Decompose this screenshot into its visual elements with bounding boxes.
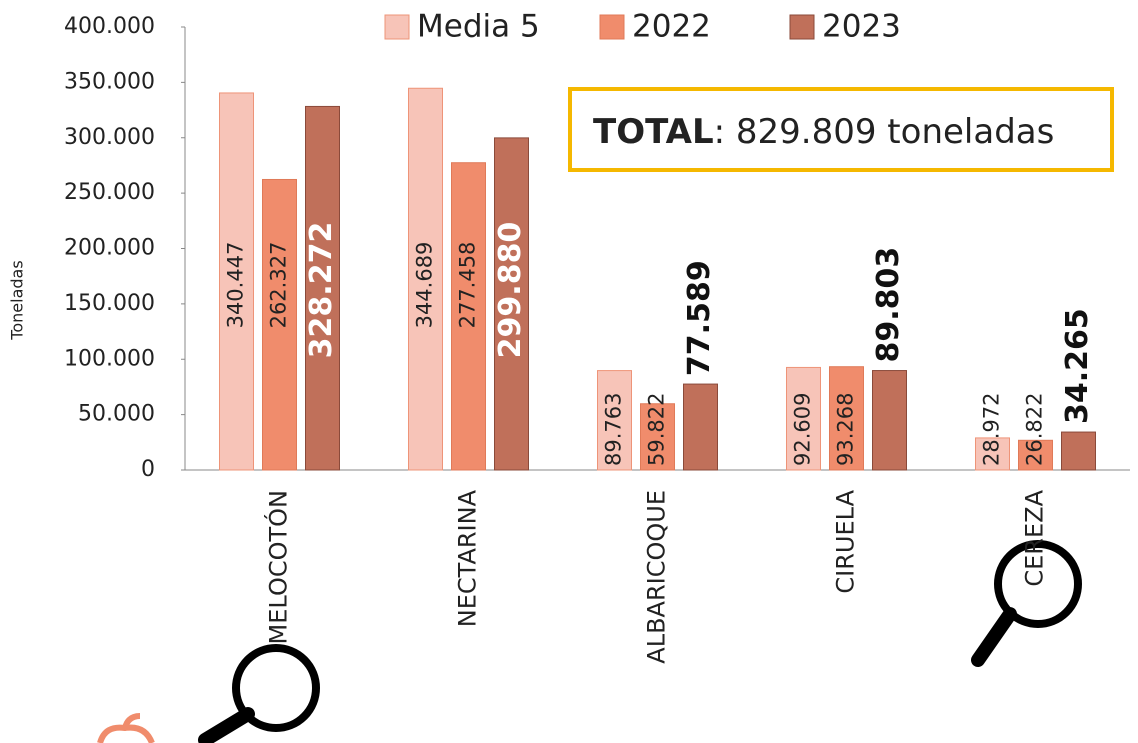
y-tick-label: 300.000 — [64, 125, 155, 150]
bar — [494, 137, 529, 471]
y-tick-label: 100.000 — [64, 346, 155, 371]
total-box — [568, 87, 1114, 172]
bar — [597, 370, 632, 471]
bar — [219, 92, 254, 471]
legend-label: 2022 — [632, 9, 711, 45]
y-tick-label: 250.000 — [64, 180, 155, 205]
value-label: 89.803 — [871, 247, 906, 363]
y-axis-label: Toneladas — [8, 260, 27, 340]
total-annotation: TOTAL: 829.809 toneladas — [593, 112, 1054, 152]
legend-swatch — [384, 14, 410, 40]
bar — [683, 383, 718, 471]
bar — [872, 370, 907, 471]
bar — [408, 87, 443, 471]
x-tick-label: NECTARINA — [454, 489, 482, 627]
bar — [451, 162, 486, 471]
x-tick-label: MELOCOTÓN — [263, 490, 293, 644]
value-label: 59.822 — [645, 393, 669, 466]
legend-swatch — [599, 14, 625, 40]
value-label: 344.689 — [413, 242, 437, 329]
value-label: 340.447 — [224, 242, 248, 329]
value-label: 26.822 — [1023, 393, 1047, 466]
y-tick-label: 350.000 — [64, 69, 155, 94]
bar — [640, 403, 675, 471]
bar — [829, 366, 864, 471]
value-label: 262.327 — [267, 242, 291, 329]
total-text: : 829.809 toneladas — [714, 112, 1055, 152]
value-label: 93.268 — [834, 393, 858, 466]
value-label: 277.458 — [456, 242, 480, 329]
y-tick-label: 400.000 — [64, 14, 155, 39]
value-label: 299.880 — [493, 222, 528, 359]
bar — [305, 105, 340, 471]
x-tick-label: ALBARICOQUE — [643, 490, 671, 664]
x-tick-label: CIRUELA — [832, 489, 860, 593]
y-tick-label: 50.000 — [78, 402, 155, 427]
x-tick-label: CEREZA — [1021, 489, 1049, 586]
value-label: 77.589 — [682, 260, 717, 376]
legend-swatch — [789, 14, 815, 40]
logo — [97, 713, 155, 743]
total-bold: TOTAL — [593, 112, 714, 152]
y-tick-label: 0 — [141, 457, 155, 482]
magnifier — [198, 540, 1082, 743]
bar — [1061, 431, 1096, 471]
bar — [786, 366, 821, 471]
bar — [262, 178, 297, 471]
bar — [975, 437, 1010, 471]
y-tick-label: 150.000 — [64, 291, 155, 316]
value-label: 328.272 — [304, 222, 339, 359]
value-label: 89.763 — [602, 393, 626, 466]
bar — [1018, 439, 1053, 471]
legend-label: 2023 — [822, 9, 901, 45]
y-tick-label: 200.000 — [64, 236, 155, 261]
value-label: 34.265 — [1060, 308, 1095, 424]
value-label: 28.972 — [980, 393, 1004, 466]
value-label: 92.609 — [791, 393, 815, 466]
legend-label: Media 5 — [417, 9, 540, 45]
